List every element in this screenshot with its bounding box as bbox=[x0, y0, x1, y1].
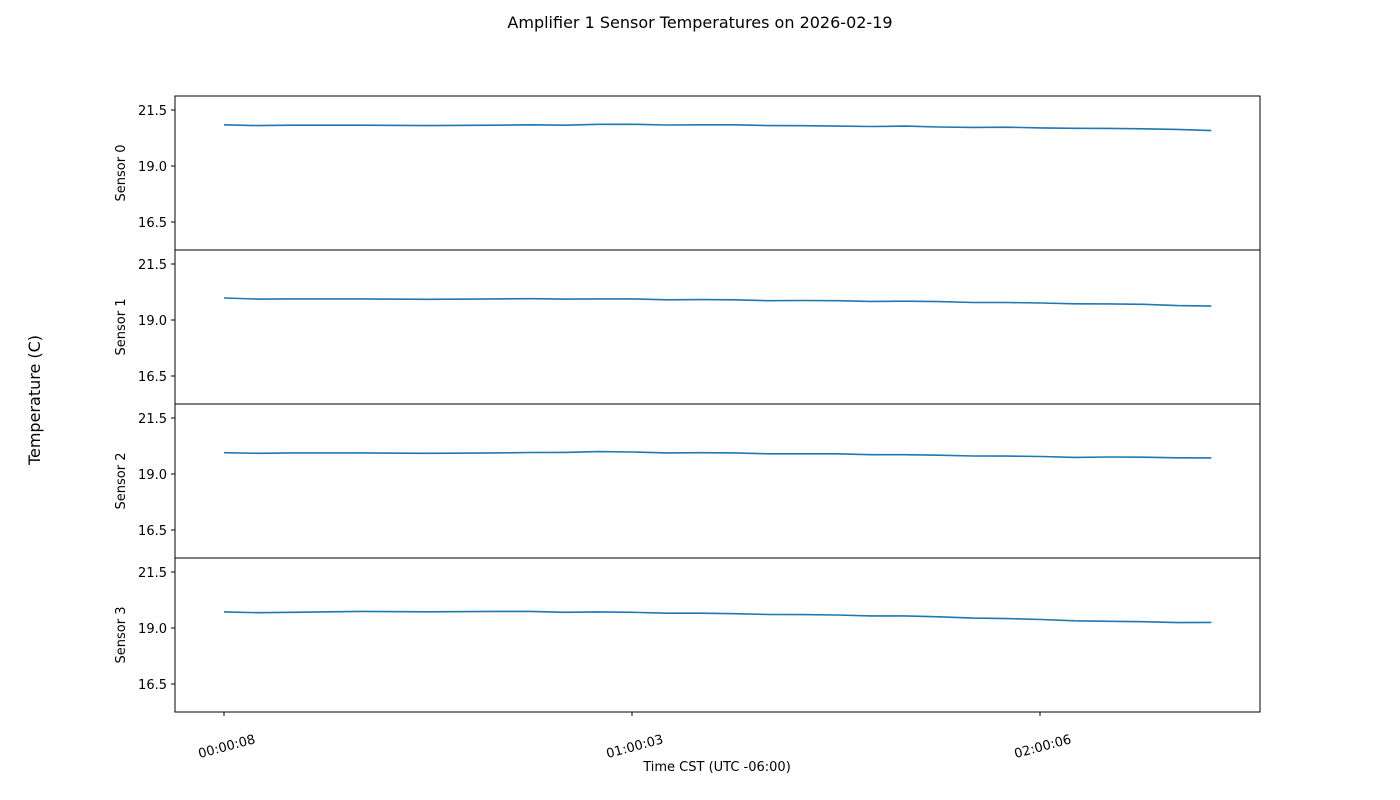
data-line bbox=[223, 450, 1212, 459]
y-tick-label: 21.5 bbox=[138, 566, 167, 581]
panel-label: Sensor 2 bbox=[114, 453, 129, 510]
y-tick-label: 21.5 bbox=[138, 104, 167, 119]
axes-frame bbox=[174, 249, 1261, 405]
x-axis-label: Time CST (UTC -06:00) bbox=[642, 760, 791, 775]
panel-sensor-1: 21.5 19.0 16.5 Sensor 1 bbox=[114, 249, 1261, 405]
y-axis-label: Temperature (C) bbox=[25, 335, 44, 466]
axes-frame bbox=[174, 403, 1261, 559]
y-tick-label: 21.5 bbox=[138, 258, 167, 273]
y-tick-label: 16.5 bbox=[138, 678, 167, 693]
x-tick-label: 00:00:08 bbox=[197, 732, 257, 762]
data-line bbox=[223, 610, 1212, 624]
y-tick-label: 19.0 bbox=[138, 314, 167, 329]
x-tick-label: 01:00:03 bbox=[605, 732, 665, 762]
axes-frame bbox=[174, 95, 1261, 251]
y-tick-label: 19.0 bbox=[138, 468, 167, 483]
data-line bbox=[223, 297, 1212, 307]
y-tick-label: 16.5 bbox=[138, 216, 167, 231]
y-tick-label: 16.5 bbox=[138, 370, 167, 385]
x-tick-label: 02:00:06 bbox=[1013, 732, 1073, 762]
y-tick-label: 19.0 bbox=[138, 622, 167, 637]
x-axis: 00:00:08 01:00:03 02:00:06 bbox=[197, 712, 1073, 762]
panel-sensor-2: 21.5 19.0 16.5 Sensor 2 bbox=[114, 403, 1261, 559]
y-tick-label: 16.5 bbox=[138, 524, 167, 539]
panel-sensor-0: 21.5 19.0 16.5 Sensor 0 bbox=[114, 95, 1261, 251]
y-tick-label: 21.5 bbox=[138, 412, 167, 427]
panel-label: Sensor 3 bbox=[114, 607, 129, 664]
panel-sensor-3: 21.5 19.0 16.5 Sensor 3 bbox=[114, 557, 1261, 713]
axes-frame bbox=[174, 557, 1261, 713]
panel-label: Sensor 1 bbox=[114, 299, 129, 356]
panels: 21.5 19.0 16.5 Sensor 0 21.5 19.0 16.5 Sensor 1… bbox=[114, 95, 1261, 713]
y-tick-label: 19.0 bbox=[138, 160, 167, 175]
data-line bbox=[223, 123, 1212, 132]
chart-title: Amplifier 1 Sensor Temperatures on 2026-… bbox=[507, 13, 892, 32]
panel-label: Sensor 0 bbox=[114, 145, 129, 202]
